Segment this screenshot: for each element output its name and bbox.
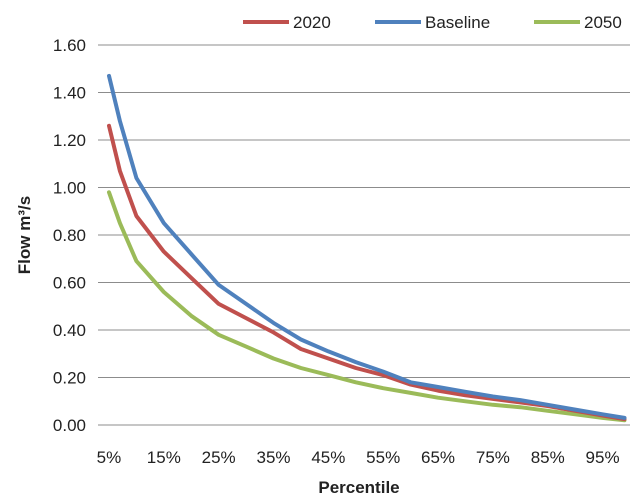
series-lines xyxy=(107,73,627,423)
legend: 2020 Baseline 2050 xyxy=(243,13,622,32)
x-tick-label: 95% xyxy=(586,448,620,467)
y-tick-label: 0.00 xyxy=(53,416,86,435)
y-axis-title: Flow m³/s xyxy=(15,196,34,274)
y-axis-ticks: 0.00 0.20 0.40 0.60 0.80 1.00 1.20 1.40 1.60 xyxy=(53,36,86,435)
x-tick-label: 35% xyxy=(256,448,290,467)
x-tick-label: 25% xyxy=(202,448,236,467)
x-tick-label: 85% xyxy=(531,448,565,467)
y-tick-label: 1.00 xyxy=(53,179,86,198)
y-tick-label: 1.40 xyxy=(53,84,86,103)
x-axis-ticks: 5% 15% 25% 35% 45% 55% 65% 75% 85% 95% xyxy=(97,448,620,467)
x-tick-label: 65% xyxy=(421,448,455,467)
series-line-baseline xyxy=(107,73,627,420)
y-tick-label: 0.20 xyxy=(53,369,86,388)
gridlines xyxy=(98,44,630,378)
legend-label: 2050 xyxy=(584,13,622,32)
y-tick-label: 1.60 xyxy=(53,36,86,55)
x-tick-label: 45% xyxy=(311,448,345,467)
series-line-2020 xyxy=(107,123,627,422)
x-axis-title: Percentile xyxy=(318,478,399,497)
y-tick-label: 1.20 xyxy=(53,131,86,150)
x-tick-label: 55% xyxy=(366,448,400,467)
legend-label: Baseline xyxy=(425,13,490,32)
series-line-2050 xyxy=(107,190,627,423)
x-tick-label: 75% xyxy=(476,448,510,467)
y-tick-label: 0.80 xyxy=(53,226,86,245)
x-tick-label: 15% xyxy=(147,448,181,467)
legend-label: 2020 xyxy=(293,13,331,32)
x-tick-label: 5% xyxy=(97,448,122,467)
y-tick-label: 0.40 xyxy=(53,321,86,340)
y-tick-label: 0.60 xyxy=(53,274,86,293)
